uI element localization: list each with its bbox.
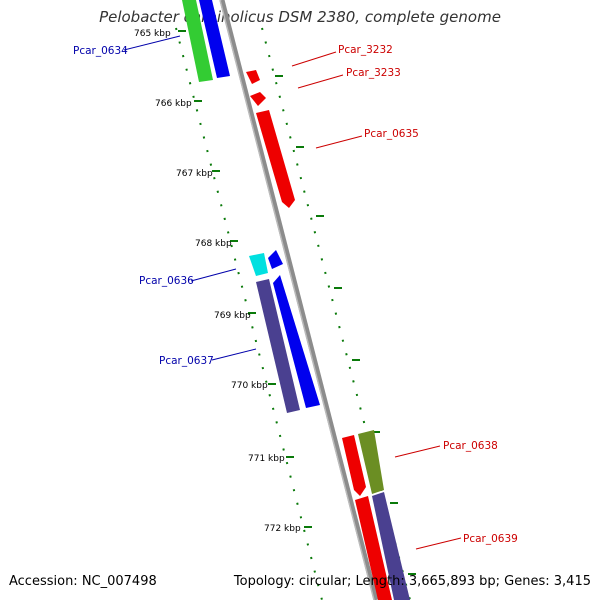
outer-tick-marks bbox=[275, 75, 416, 575]
connector-pcar-0639 bbox=[415, 537, 462, 550]
outer-dotted-ring bbox=[261, 27, 411, 600]
gene-label-pcar-0638[interactable]: Pcar_0638 bbox=[443, 440, 498, 452]
gene-features bbox=[182, 0, 410, 600]
tick-label: 771 kbp bbox=[248, 454, 285, 464]
gene-label-pcar-0635[interactable]: Pcar_0635 bbox=[364, 128, 419, 140]
tick-label: 768 kbp bbox=[195, 239, 232, 249]
gene-pcar-0638 bbox=[342, 435, 366, 496]
tick-label: 772 kbp bbox=[264, 524, 301, 534]
connector-pcar-0634 bbox=[123, 35, 181, 51]
tick-marks bbox=[178, 30, 312, 528]
genome-backbone bbox=[219, 0, 379, 600]
genome-summary: Topology: circular; Length: 3,665,893 bp… bbox=[233, 574, 591, 589]
gene-label-pcar-0634[interactable]: Pcar_0634 bbox=[73, 45, 128, 57]
tick-labels: 765 kbp 766 kbp 767 kbp 768 kbp 769 kbp … bbox=[134, 29, 301, 534]
connector-pcar-0638 bbox=[394, 445, 441, 458]
gene-label-pcar-0637[interactable]: Pcar_0637 bbox=[159, 355, 214, 367]
tick-label: 769 kbp bbox=[214, 311, 251, 321]
gene-pcar-0639 bbox=[355, 496, 392, 600]
tick-label: 766 kbp bbox=[155, 99, 192, 109]
gene-blue-small bbox=[268, 250, 283, 269]
gene-labels: Pcar_0634 Pcar_3232 Pcar_3233 Pcar_0635 … bbox=[73, 44, 518, 545]
gene-pcar-3232 bbox=[246, 70, 260, 84]
genome-backbone-highlight bbox=[219, 0, 375, 600]
connector-pcar-0636 bbox=[190, 268, 237, 282]
connector-pcar-0635 bbox=[315, 135, 363, 149]
gene-blue-long bbox=[273, 275, 320, 408]
label-connectors bbox=[123, 35, 462, 550]
gene-pcar-0634 bbox=[199, 0, 230, 78]
gene-pcar-3233 bbox=[250, 92, 266, 106]
tick-label: 767 kbp bbox=[176, 169, 213, 179]
connector-pcar-3233 bbox=[297, 74, 344, 89]
gene-pcar-0637 bbox=[256, 279, 300, 413]
gene-label-pcar-0636[interactable]: Pcar_0636 bbox=[139, 275, 194, 287]
gene-green bbox=[182, 0, 213, 82]
gene-label-pcar-3232[interactable]: Pcar_3232 bbox=[338, 44, 393, 56]
tick-label: 765 kbp bbox=[134, 29, 171, 39]
gene-purple-bottom bbox=[372, 492, 410, 600]
gene-olive bbox=[358, 430, 384, 494]
gene-pcar-0635 bbox=[256, 110, 295, 208]
gene-pcar-0636 bbox=[249, 253, 268, 276]
tick-label: 770 kbp bbox=[231, 381, 268, 391]
gene-label-pcar-0639[interactable]: Pcar_0639 bbox=[463, 533, 518, 545]
accession-text: Accession: NC_007498 bbox=[9, 574, 157, 589]
gene-label-pcar-3233[interactable]: Pcar_3233 bbox=[346, 67, 401, 79]
connector-pcar-3232 bbox=[291, 51, 337, 67]
connector-pcar-0637 bbox=[211, 348, 257, 361]
